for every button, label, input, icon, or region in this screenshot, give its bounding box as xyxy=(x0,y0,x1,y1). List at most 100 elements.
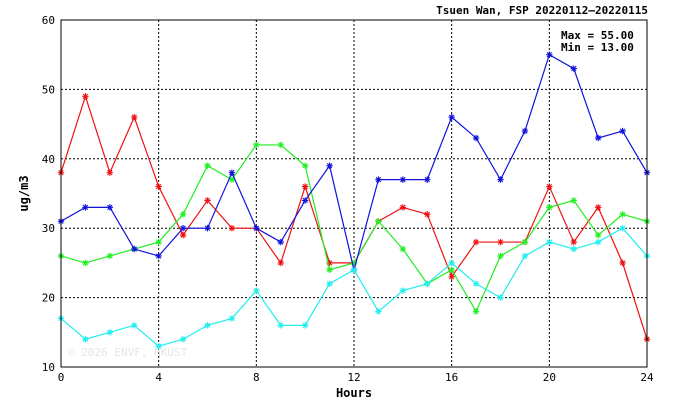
data-point xyxy=(594,231,602,239)
data-point xyxy=(570,197,577,204)
y-tick-label: 50 xyxy=(42,83,55,96)
data-point xyxy=(106,204,114,211)
data-point xyxy=(472,134,480,142)
y-tick-label: 20 xyxy=(42,292,55,305)
data-point xyxy=(106,329,114,336)
data-point xyxy=(82,93,89,100)
data-point xyxy=(82,259,89,267)
data-point xyxy=(399,176,407,183)
series-4 xyxy=(57,225,651,350)
y-tick-label: 40 xyxy=(42,153,55,166)
x-axis-label: Hours xyxy=(336,386,372,400)
data-point xyxy=(497,176,504,183)
x-tick-label: 24 xyxy=(640,371,654,384)
data-point xyxy=(424,280,431,287)
x-tick-label: 4 xyxy=(155,371,162,384)
y-tick-label: 60 xyxy=(42,14,55,27)
data-point xyxy=(472,308,480,315)
data-point xyxy=(155,342,162,350)
data-point xyxy=(375,176,382,183)
data-point xyxy=(570,65,577,72)
data-point xyxy=(546,183,553,190)
max-annotation: Max = 55.00 xyxy=(561,29,634,42)
data-point xyxy=(497,294,504,301)
data-point xyxy=(179,225,187,232)
data-point xyxy=(277,259,284,267)
data-point xyxy=(594,134,602,142)
y-tick-label: 30 xyxy=(42,222,55,235)
data-point xyxy=(253,141,260,149)
data-point xyxy=(204,197,211,204)
data-point xyxy=(448,266,455,274)
data-point xyxy=(594,204,602,211)
x-tick-label: 0 xyxy=(58,371,65,384)
x-tick-label: 16 xyxy=(445,371,458,384)
data-point xyxy=(424,211,431,218)
data-point xyxy=(179,231,187,239)
data-point xyxy=(594,238,602,246)
y-axis-label: ug/m3 xyxy=(17,175,31,211)
data-point xyxy=(546,238,553,246)
data-point xyxy=(399,287,407,294)
data-point xyxy=(82,204,89,211)
data-point xyxy=(179,336,187,343)
data-point xyxy=(301,183,309,190)
data-point xyxy=(155,183,162,190)
data-point xyxy=(106,169,114,176)
x-tick-label: 20 xyxy=(543,371,556,384)
data-point xyxy=(131,113,138,121)
data-point xyxy=(619,225,626,232)
data-point xyxy=(204,162,211,169)
watermark: © 2026 ENVF, HKUST xyxy=(68,346,188,359)
data-point xyxy=(424,176,431,183)
data-point xyxy=(277,322,284,329)
data-point xyxy=(155,238,162,246)
data-point xyxy=(277,238,284,246)
data-point xyxy=(228,225,236,232)
series-lines xyxy=(57,51,651,350)
x-tick-label: 12 xyxy=(347,371,360,384)
data-point xyxy=(448,273,455,280)
data-point xyxy=(326,280,333,287)
data-point xyxy=(228,176,236,183)
data-point xyxy=(570,238,577,246)
data-point xyxy=(570,245,577,253)
x-tick-labels: 0 4 8 12 16 20 24 xyxy=(58,371,654,384)
data-point xyxy=(179,211,187,218)
x-tick-label: 8 xyxy=(253,371,260,384)
data-point xyxy=(399,245,407,253)
data-point xyxy=(619,211,626,218)
data-point xyxy=(204,322,211,329)
chart-title: Tsuen Wan, FSP 20220112–20220115 xyxy=(436,4,648,17)
data-point xyxy=(472,280,480,287)
data-point xyxy=(448,259,455,267)
data-point xyxy=(546,51,553,58)
data-point xyxy=(619,127,626,135)
data-point xyxy=(546,204,553,211)
data-point xyxy=(375,308,382,315)
data-point xyxy=(472,238,480,246)
data-point xyxy=(277,141,284,149)
data-point xyxy=(326,266,333,274)
data-point xyxy=(228,169,236,176)
data-point xyxy=(301,322,309,329)
data-point xyxy=(106,252,114,260)
data-point xyxy=(521,252,529,260)
data-point xyxy=(497,252,504,260)
data-point xyxy=(399,204,407,211)
data-point xyxy=(301,162,309,169)
grid xyxy=(61,20,647,367)
data-point xyxy=(131,322,138,329)
data-point xyxy=(497,238,504,246)
data-point xyxy=(82,336,89,343)
data-point xyxy=(448,113,455,121)
data-point xyxy=(326,162,333,169)
data-point xyxy=(350,266,358,274)
data-point xyxy=(204,225,211,232)
data-point xyxy=(253,225,260,232)
data-point xyxy=(301,197,309,204)
data-point xyxy=(253,287,260,294)
min-annotation: Min = 13.00 xyxy=(561,41,634,54)
y-tick-label: 10 xyxy=(42,361,55,374)
